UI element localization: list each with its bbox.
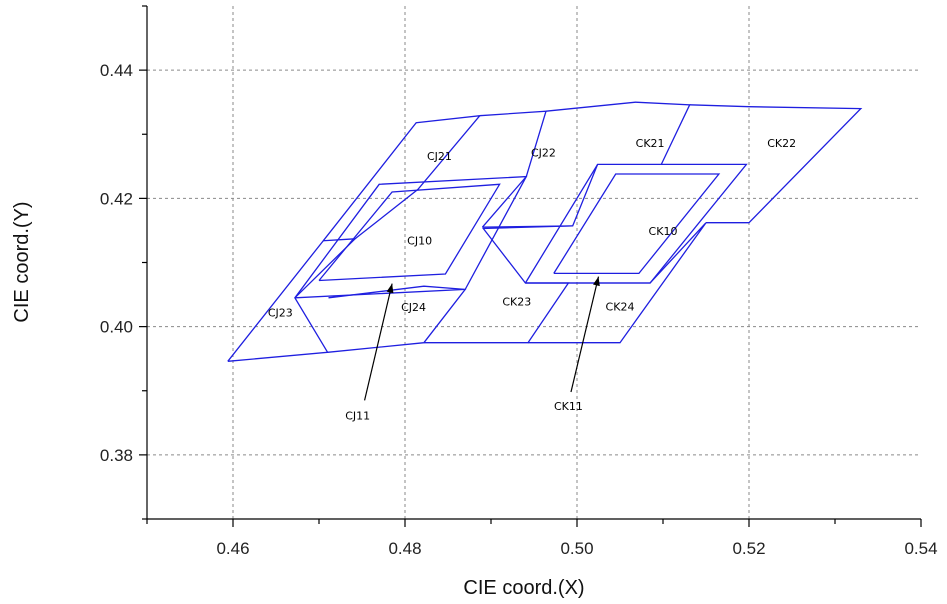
bin-label-cj23: CJ23 bbox=[268, 306, 293, 319]
y-tick-label: 0.44 bbox=[100, 61, 133, 80]
axes: 0.46 0.48 0.50 0.52 0.54 0.38 0.40 0.42 0.44 bbox=[100, 5, 938, 558]
x-tick-label: 0.48 bbox=[388, 539, 421, 558]
bin-label-cj22: CJ22 bbox=[531, 147, 556, 160]
x-tick-label: 0.52 bbox=[732, 539, 765, 558]
bin-outline-cj21 bbox=[322, 114, 482, 242]
y-tick-label: 0.38 bbox=[100, 446, 133, 465]
annotation-arrows bbox=[363, 276, 600, 401]
y-tick-label: 0.40 bbox=[100, 318, 133, 337]
bin-label-ck23: CK23 bbox=[502, 295, 531, 308]
bin-outlines bbox=[227, 101, 863, 362]
bin-outline-ck22 bbox=[689, 104, 863, 224]
bin-label-ck24: CK24 bbox=[606, 301, 635, 314]
arrowhead-cj11 bbox=[386, 283, 394, 294]
y-axis-title: CIE coord.(Y) bbox=[11, 201, 33, 322]
arrow-ck11 bbox=[570, 276, 600, 393]
y-tick-label: 0.42 bbox=[100, 189, 133, 208]
x-tick-label: 0.46 bbox=[216, 539, 249, 558]
bin-outline-ck10 bbox=[524, 163, 748, 284]
bin-label-ck11: CK11 bbox=[554, 400, 583, 413]
grid-lines bbox=[147, 6, 921, 519]
bin-label-ck21: CK21 bbox=[636, 137, 665, 150]
bin-label-cj10: CJ10 bbox=[407, 235, 432, 248]
bin-label-cj11: CJ11 bbox=[345, 410, 370, 423]
x-axis-title: CIE coord.(X) bbox=[463, 577, 584, 599]
x-tick-label: 0.50 bbox=[560, 539, 593, 558]
bin-outline-cj23 bbox=[227, 238, 357, 362]
bin-label-cj21: CJ21 bbox=[427, 150, 452, 163]
arrow-cj11 bbox=[363, 283, 393, 401]
bin-outline-ck21 bbox=[545, 101, 691, 165]
bin-labels: CJ21 CJ22 CK21 CK22 CJ10 CK10 CJ23 CJ24 CK23 CK24… bbox=[268, 137, 796, 423]
bin-outline-ck23 bbox=[423, 225, 573, 344]
bin-outline-cj11 bbox=[318, 183, 501, 282]
bin-outline-ck11 bbox=[553, 173, 721, 275]
bin-label-cj24: CJ24 bbox=[401, 301, 426, 314]
bin-label-ck22: CK22 bbox=[767, 137, 796, 150]
x-tick-label: 0.54 bbox=[904, 539, 937, 558]
bin-outline-cj-ck-middle bbox=[482, 164, 599, 228]
bin-outline-cj10 bbox=[294, 175, 528, 299]
bin-outline-cj22 bbox=[479, 110, 547, 228]
arrowhead-ck11 bbox=[593, 276, 600, 287]
bin-label-ck10: CK10 bbox=[649, 225, 678, 238]
